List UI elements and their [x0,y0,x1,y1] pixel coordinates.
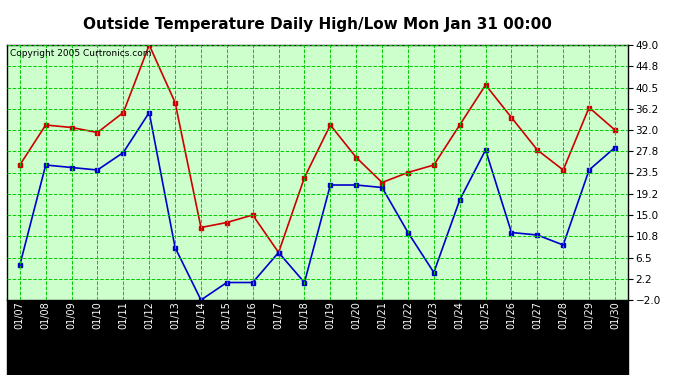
Text: Outside Temperature Daily High/Low Mon Jan 31 00:00: Outside Temperature Daily High/Low Mon J… [83,17,552,32]
Text: Copyright 2005 Curtronics.com: Copyright 2005 Curtronics.com [10,49,152,58]
